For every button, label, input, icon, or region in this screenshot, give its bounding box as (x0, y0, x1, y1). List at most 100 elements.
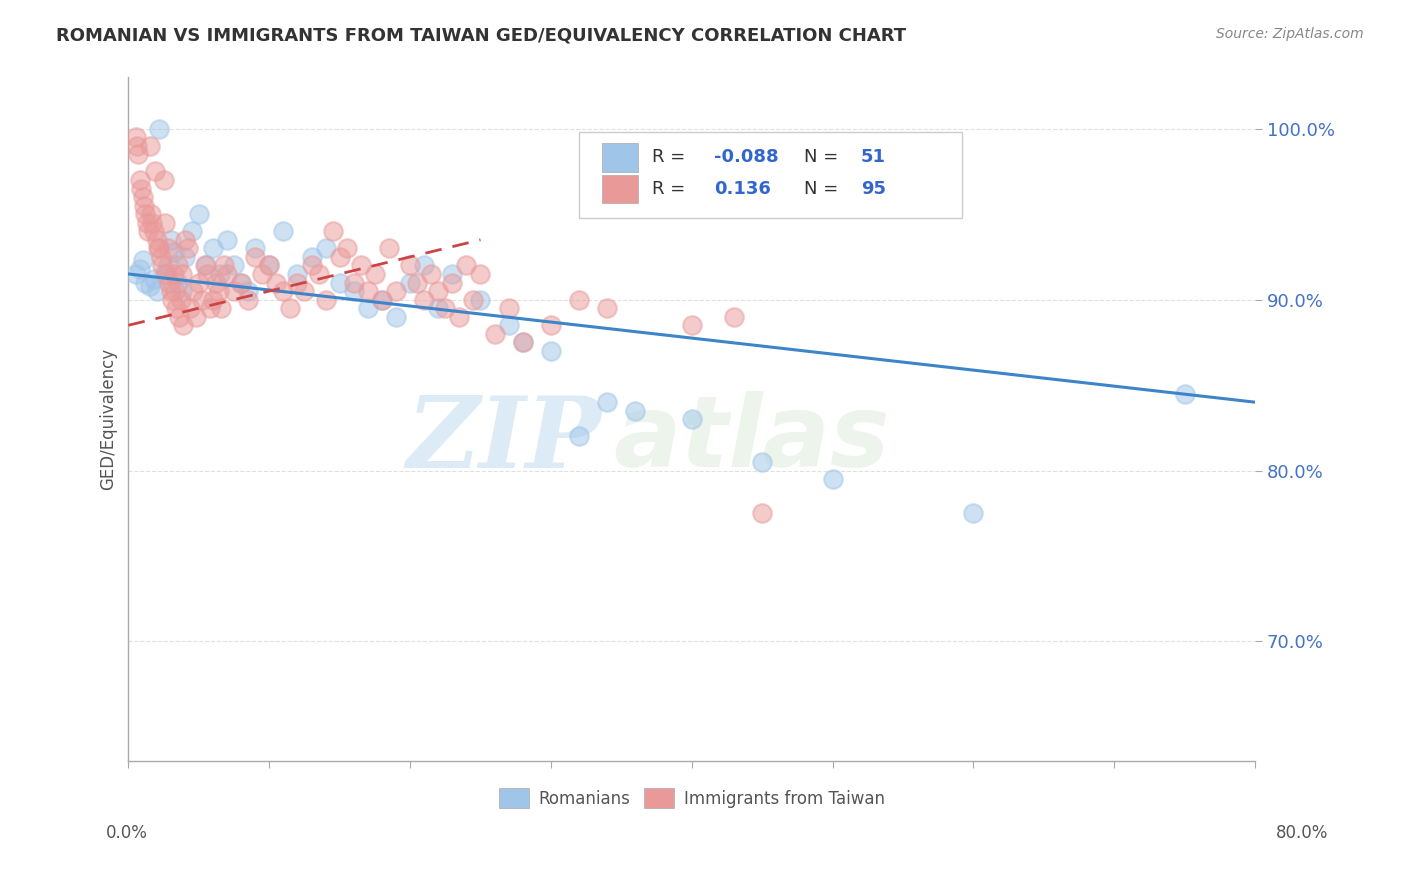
Point (427, 301, 450, 315)
Point (385, 310, 408, 324)
Point (821, 472, 844, 486)
Point (294, 284, 316, 298)
Point (456, 259, 478, 273)
Point (187, 276, 209, 290)
Text: R =: R = (652, 180, 686, 198)
Point (173, 250, 195, 264)
Point (252, 267, 274, 281)
Text: R =: R = (652, 148, 686, 167)
Point (180, 224, 202, 238)
Point (329, 276, 352, 290)
Point (259, 259, 281, 273)
Point (399, 259, 422, 273)
Point (166, 259, 188, 273)
Point (148, 121, 170, 136)
Point (343, 284, 366, 298)
Point (187, 207, 209, 221)
Point (145, 284, 167, 298)
Point (238, 284, 260, 298)
Point (176, 241, 198, 255)
Point (280, 301, 302, 315)
Point (162, 244, 184, 259)
Point (184, 310, 207, 324)
Point (385, 284, 408, 298)
Point (170, 267, 193, 281)
Text: 51: 51 (860, 148, 886, 167)
Point (245, 250, 267, 264)
Point (301, 259, 323, 273)
Point (128, 173, 150, 187)
FancyBboxPatch shape (579, 132, 962, 218)
Point (198, 301, 221, 315)
Point (181, 284, 204, 298)
Point (153, 216, 176, 230)
Point (498, 318, 520, 333)
Point (470, 267, 492, 281)
Point (624, 403, 647, 417)
Point (751, 455, 773, 469)
Point (596, 301, 619, 315)
Legend: Romanians, Immigrants from Taiwan: Romanians, Immigrants from Taiwan (492, 781, 891, 814)
Point (238, 293, 260, 307)
Point (434, 301, 457, 315)
Point (160, 293, 183, 307)
Text: -0.088: -0.088 (714, 148, 779, 167)
Point (1173, 386, 1195, 401)
Point (287, 276, 309, 290)
Point (204, 276, 226, 290)
Point (139, 207, 162, 221)
Text: 0.0%: 0.0% (105, 824, 148, 842)
Point (167, 310, 190, 324)
Point (751, 506, 773, 520)
Point (201, 293, 224, 307)
Point (540, 343, 562, 358)
Point (155, 267, 177, 281)
Point (148, 241, 170, 255)
Point (512, 335, 534, 350)
Point (371, 293, 394, 307)
Point (201, 241, 224, 255)
Point (463, 293, 485, 307)
Point (245, 241, 267, 255)
Point (136, 224, 159, 238)
Point (681, 412, 703, 426)
Point (287, 267, 309, 281)
Point (166, 276, 188, 290)
Point (371, 293, 394, 307)
Point (135, 216, 157, 230)
Point (329, 250, 352, 264)
Point (266, 276, 288, 290)
Point (212, 259, 235, 273)
Point (165, 301, 187, 315)
Point (413, 293, 436, 307)
Point (229, 276, 252, 290)
Point (470, 293, 492, 307)
Point (209, 301, 232, 315)
Point (124, 267, 146, 281)
Point (142, 272, 165, 286)
Point (357, 284, 380, 298)
Point (406, 276, 429, 290)
Point (163, 284, 186, 298)
Point (540, 318, 562, 333)
Bar (602, 143, 638, 172)
Point (512, 335, 534, 350)
Point (170, 284, 193, 298)
Point (308, 267, 330, 281)
Point (169, 293, 191, 307)
Point (336, 241, 359, 255)
Point (152, 267, 174, 281)
Point (131, 253, 153, 268)
Point (134, 276, 156, 290)
Point (273, 224, 295, 238)
Point (193, 259, 215, 273)
Point (441, 276, 464, 290)
Point (449, 310, 471, 324)
Point (229, 276, 252, 290)
Point (156, 259, 179, 273)
Point (420, 267, 443, 281)
Point (568, 429, 591, 443)
Text: Source: ZipAtlas.com: Source: ZipAtlas.com (1216, 27, 1364, 41)
Point (124, 130, 146, 145)
Point (315, 293, 337, 307)
